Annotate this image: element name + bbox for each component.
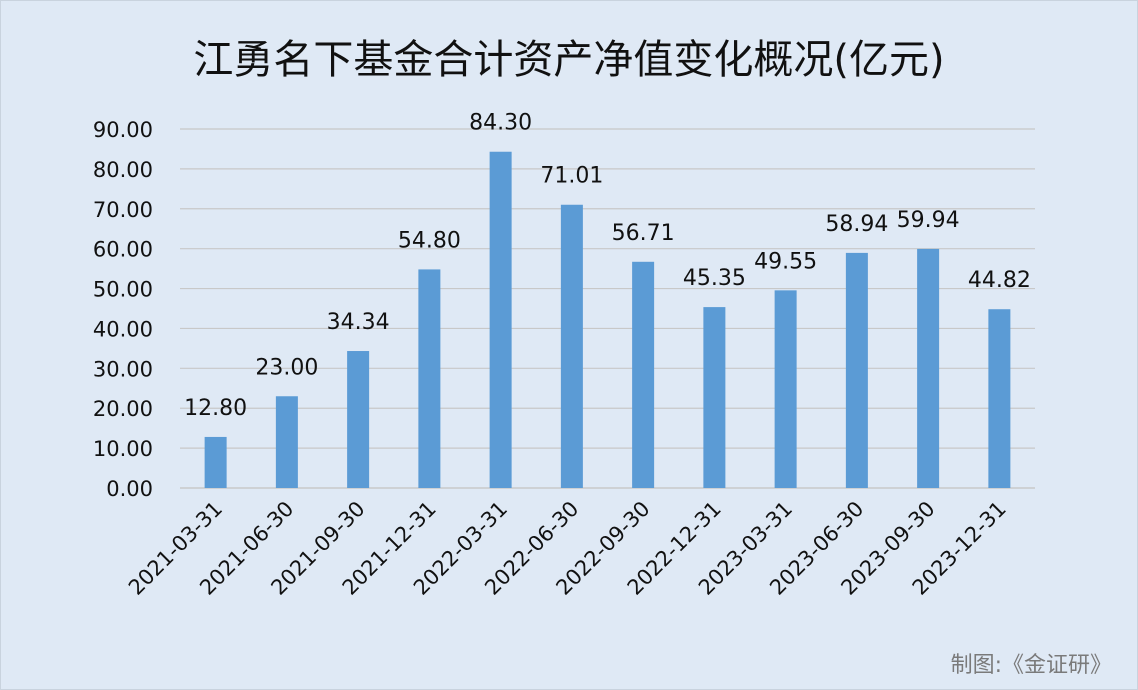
bars: [204, 151, 1011, 488]
x-axis-ticks: 2021-03-312021-06-302021-09-302021-12-31…: [124, 497, 1011, 600]
chart-credit: 制图:《金证研》: [951, 653, 1112, 678]
y-tick-label: 90.00: [93, 118, 153, 142]
y-axis-ticks: 0.00 10.00 20.00 30.00 40.00 50.00 60.00 70.00 8…: [93, 118, 153, 501]
y-tick-label: 60.00: [93, 238, 153, 262]
y-tick-label: 0.00: [106, 477, 153, 501]
bar: [275, 396, 298, 488]
bar: [347, 351, 370, 488]
data-label: 12.80: [184, 396, 247, 421]
data-label: 59.94: [897, 208, 960, 233]
bar: [632, 261, 655, 488]
y-tick-label: 80.00: [93, 158, 153, 182]
grid-lines: [180, 128, 1035, 489]
bar: [703, 307, 726, 488]
y-tick-label: 30.00: [93, 357, 153, 381]
y-tick-label: 10.00: [93, 437, 153, 461]
chart-title: 江勇名下基金合计资产净值变化概况(亿元): [193, 37, 944, 83]
y-tick-label: 70.00: [93, 198, 153, 222]
y-tick-label: 50.00: [93, 278, 153, 302]
data-label: 44.82: [968, 268, 1031, 293]
bar: [917, 248, 940, 488]
data-label: 49.55: [754, 249, 817, 274]
bar: [774, 290, 797, 488]
data-label: 58.94: [825, 212, 888, 237]
data-label: 54.80: [398, 228, 461, 253]
data-labels: 12.80 23.00 34.34 54.80 84.30 71.01 56.71 45.35…: [184, 111, 1031, 421]
data-label: 45.35: [683, 266, 746, 291]
bar: [845, 252, 868, 488]
bar: [489, 151, 512, 488]
bar: [418, 269, 441, 488]
data-label: 34.34: [327, 310, 390, 335]
bar: [988, 309, 1011, 488]
data-label: 84.30: [469, 111, 532, 136]
data-label: 71.01: [540, 164, 603, 189]
bar: [560, 204, 583, 488]
data-label: 56.71: [612, 221, 675, 246]
y-tick-label: 20.00: [93, 397, 153, 421]
bar: [204, 436, 227, 488]
data-label: 23.00: [255, 355, 318, 380]
y-tick-label: 40.00: [93, 317, 153, 341]
